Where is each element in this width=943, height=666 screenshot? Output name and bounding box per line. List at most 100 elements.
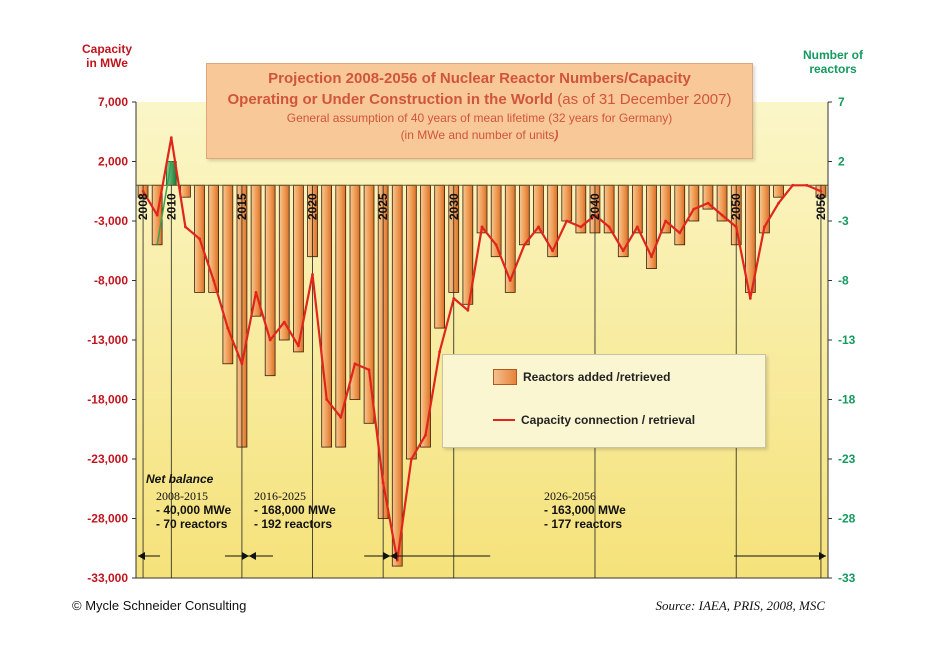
capacity-point-2017 — [268, 338, 272, 342]
x-tick-label: 2010 — [164, 193, 178, 220]
chart-subtitle-units-end: ) — [554, 128, 559, 142]
line-layer — [141, 136, 823, 562]
capacity-point-2018 — [282, 320, 286, 324]
left-tick-label: -18,000 — [87, 393, 128, 407]
right-tick-label: -8 — [838, 274, 849, 288]
bar-2013 — [208, 184, 219, 293]
legend-bars-label: Reactors added /retrieved — [523, 370, 671, 384]
capacity-point-2015 — [240, 362, 244, 366]
capacity-point-2041 — [607, 225, 611, 229]
left-tick-label: 7,000 — [98, 95, 128, 109]
x-tick-label: 2040 — [588, 193, 602, 220]
period-reactors: - 70 reactors — [156, 517, 228, 531]
bar-2035 — [519, 184, 530, 246]
capacity-point-2051 — [748, 297, 752, 300]
legend-bar-swatch — [493, 369, 517, 385]
bar-2028 — [420, 184, 431, 448]
right-tick-label: 2 — [838, 155, 845, 169]
period-label: 2026-2056 — [544, 489, 596, 503]
left-tick-label: -8,000 — [94, 274, 128, 288]
bar-2053 — [773, 184, 784, 198]
chart-title-date: (as of 31 December 2007) — [553, 91, 732, 108]
x-tick-label: 2030 — [447, 193, 461, 220]
capacity-point-2019 — [297, 344, 300, 348]
bar-2024 — [363, 184, 375, 424]
capacity-point-2029 — [438, 350, 441, 354]
capacity-point-2031 — [466, 308, 470, 312]
capacity-point-2055 — [805, 183, 809, 187]
legend-item-line: Capacity connection / retrieval — [493, 413, 695, 427]
capacity-point-2053 — [777, 201, 780, 205]
copyright-text: © Mycle Schneider Consulting — [72, 598, 247, 613]
capacity-point-2046 — [678, 231, 682, 235]
period-capacity: - 40,000 MWe — [156, 503, 232, 517]
capacity-point-2036 — [537, 225, 540, 229]
capacity-point-2009 — [155, 213, 159, 217]
legend-item-bars: Reactors added /retrieved — [493, 369, 670, 385]
capacity-point-2035 — [523, 243, 526, 247]
plot-area — [136, 102, 828, 578]
chart-subtitle-units: (in MWe and number of units) — [207, 128, 752, 142]
capacity-point-2012 — [198, 237, 202, 241]
capacity-point-2049 — [720, 213, 724, 217]
labels-layer: 7,000 2,000 -3,000 -8,000 -13,000 -18,000 -23,… — [87, 95, 855, 585]
right-tick-label: -13 — [838, 333, 856, 347]
capacity-point-2047 — [692, 207, 696, 211]
period-3-annotation: 2026-2056 - 163,000 MWe - 177 reactors — [544, 489, 626, 531]
period-2-annotation: 2016-2025 - 168,000 MWe - 192 reactors — [254, 489, 336, 531]
bar-2038 — [561, 184, 573, 222]
capacity-point-2016 — [254, 291, 258, 294]
capacity-point-2013 — [212, 279, 216, 282]
left-tick-label: 2,000 — [98, 155, 128, 169]
period-arrows — [138, 552, 826, 560]
x-tick-label: 2050 — [729, 193, 743, 220]
capacity-point-2027 — [410, 457, 413, 461]
legend: Reactors added /retrieved Capacity conne… — [442, 354, 766, 448]
capacity-point-2042 — [621, 249, 625, 253]
legend-line-swatch — [493, 419, 515, 421]
arrow-head — [383, 552, 391, 560]
bar-2045 — [660, 184, 671, 234]
capacity-point-2011 — [184, 225, 187, 229]
capacity-point-2038 — [565, 219, 569, 223]
period-1-annotation: 2008-2015 - 40,000 MWe - 70 reactors — [156, 489, 231, 531]
chart-subtitle: General assumption of 40 years of mean l… — [286, 111, 673, 125]
left-tick-label: -23,000 — [87, 452, 128, 466]
period-capacity: - 163,000 MWe — [544, 503, 626, 517]
capacity-point-2008 — [141, 189, 145, 193]
capacity-point-2045 — [664, 219, 667, 223]
capacity-point-2021 — [325, 398, 329, 401]
x-tick-label: 2015 — [235, 193, 249, 220]
arrow-head — [390, 552, 398, 560]
capacity-point-2050 — [734, 225, 738, 229]
right-tick-label: -33 — [838, 571, 856, 585]
right-tick-label: -18 — [838, 393, 856, 407]
capacity-point-2024 — [367, 368, 371, 372]
arrow-head — [241, 552, 249, 560]
chart-title-line2: Operating or Under Construction in the W… — [207, 91, 752, 108]
chart-title-main: Operating or Under Construction in the W… — [227, 91, 554, 108]
capacity-point-2048 — [706, 201, 710, 205]
bar-2011 — [180, 184, 191, 198]
capacity-point-2022 — [339, 415, 343, 419]
legend-line-label: Capacity connection / retrieval — [521, 413, 696, 427]
bar-2021 — [321, 184, 333, 448]
capacity-point-2030 — [452, 297, 456, 300]
left-tick-label: -33,000 — [87, 571, 128, 585]
left-axis-title: Capacity in MWe — [81, 42, 133, 70]
capacity-point-2020 — [311, 273, 314, 276]
arrow-head — [138, 552, 145, 560]
capacity-point-2010 — [169, 136, 173, 140]
left-tick-label: -28,000 — [87, 512, 128, 526]
capacity-point-2044 — [650, 255, 653, 259]
bar-2034 — [504, 184, 516, 293]
right-tick-label: 7 — [838, 95, 845, 109]
bar-2026 — [391, 184, 403, 567]
bar-2046 — [674, 184, 686, 246]
x-tick-label: 2056 — [814, 193, 828, 220]
capacity-point-2043 — [635, 225, 639, 229]
right-tick-label: -28 — [838, 512, 856, 526]
capacity-point-2028 — [424, 433, 427, 437]
bar-2027 — [405, 184, 417, 460]
bar-2017 — [264, 184, 276, 377]
